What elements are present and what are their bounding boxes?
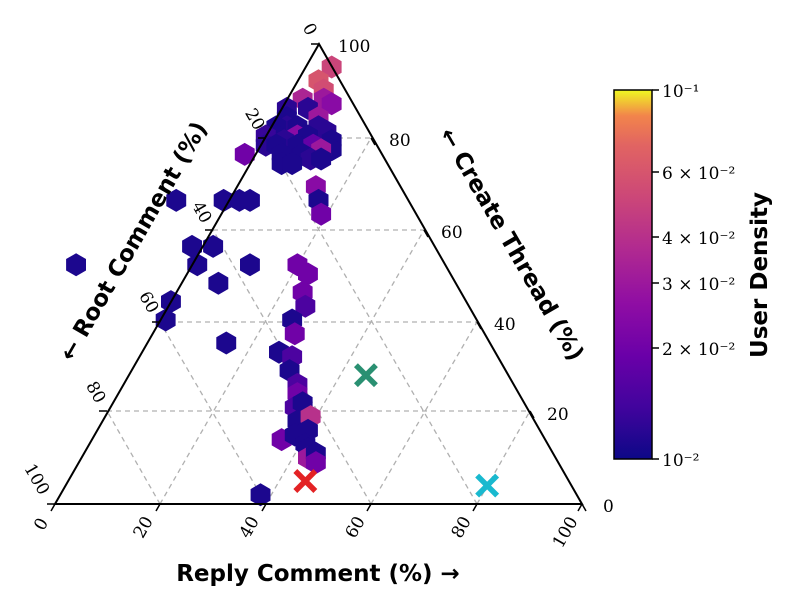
left-axis-ticks [47, 43, 319, 505]
bottom-tick-label: 80 [448, 513, 476, 542]
hexbin-layer [66, 55, 342, 507]
hex-bin [216, 331, 237, 355]
left-tick-label: 40 [187, 198, 215, 227]
left-tick-label: 60 [134, 288, 162, 317]
hex-bin [155, 308, 176, 332]
bottom-tick-label: 60 [342, 513, 370, 542]
hex-bin [295, 294, 316, 318]
bottom-tick-label: 0 [30, 515, 53, 534]
marker-a [353, 363, 378, 388]
marker-layer [293, 363, 500, 498]
hex-bin [305, 451, 326, 475]
left-tick-label: 100 [20, 460, 54, 498]
hex-bin [166, 188, 187, 212]
hex-bin [282, 152, 303, 176]
bottom-tick-label: 40 [236, 513, 264, 542]
colorbar-label: User Density [747, 192, 773, 358]
bottom-axis-label: Reply Comment (%) → [176, 561, 460, 587]
right-axis-ticks [318, 43, 587, 512]
hex-bin [321, 92, 342, 116]
colorbar: 10⁻¹ 6 × 10⁻² 4 × 10⁻² 3 × 10⁻² 2 × 10⁻²… [613, 82, 773, 471]
right-tick-label: 100 [338, 37, 370, 57]
bottom-tick-label: 100 [549, 513, 583, 551]
marker-c [475, 473, 500, 498]
marker-b [293, 469, 318, 493]
hex-bin [284, 322, 305, 346]
colorbar-tick-label: 4 × 10⁻² [662, 229, 735, 249]
hex-bin [311, 147, 332, 171]
hex-bin [298, 262, 318, 286]
right-tick-label: 60 [441, 223, 463, 243]
hex-bin [203, 234, 224, 258]
hex-bin [66, 253, 86, 277]
colorbar-tick-label: 3 × 10⁻² [662, 275, 735, 295]
hex-bin [250, 483, 271, 507]
triangle-frame [53, 41, 584, 505]
hex-bin [187, 253, 208, 277]
bottom-axis-ticks [50, 503, 583, 512]
hex-bin [213, 188, 234, 212]
colorbar-tick-label: 6 × 10⁻² [662, 164, 735, 184]
right-tick-label: 80 [389, 131, 411, 151]
left-tick-label: 80 [81, 378, 109, 407]
left-tick-label: 0 [298, 20, 321, 39]
right-tick-label: 0 [603, 497, 614, 517]
hex-bin [182, 234, 202, 258]
hex-bin [234, 142, 255, 166]
colorbar-tick-label: 2 × 10⁻² [662, 340, 735, 360]
hex-bin [240, 188, 260, 212]
colorbar-tick-label: 10⁻² [662, 451, 699, 471]
colorbar-gradient [613, 89, 653, 460]
grid-lines [106, 137, 531, 505]
bottom-tick-label: 20 [130, 513, 158, 542]
right-tick-label: 40 [494, 315, 516, 335]
hex-bin [311, 202, 332, 226]
colorbar-tick-label: 10⁻¹ [662, 82, 699, 102]
hex-bin [208, 271, 229, 295]
right-tick-label: 20 [547, 405, 569, 425]
hex-bin [240, 253, 260, 277]
